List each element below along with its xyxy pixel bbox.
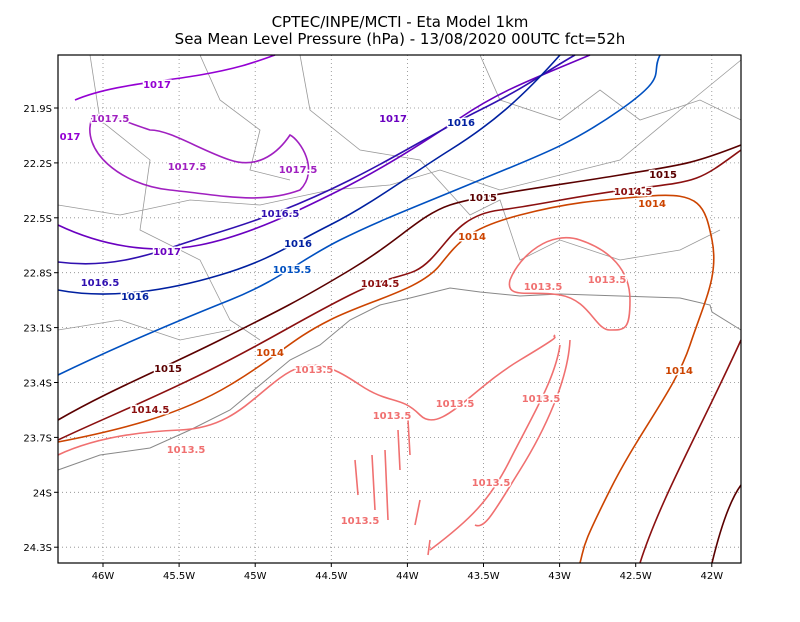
contour-label: 1016	[284, 239, 312, 250]
contour-label: 1016.5	[261, 209, 300, 220]
isobar	[711, 484, 742, 564]
lon-label: 42.5W	[620, 571, 652, 582]
lon-label: 42W	[700, 571, 723, 582]
contour-label: 1017	[143, 80, 171, 91]
state-border	[89, 54, 261, 341]
isobar	[57, 194, 715, 564]
contour-label: 1017	[153, 247, 181, 258]
isobars	[57, 54, 742, 564]
lat-label: 23.1S	[23, 324, 52, 335]
isobar	[57, 149, 742, 441]
title-line: Sea Mean Level Pressure (hPa) - 13/08/20…	[175, 30, 626, 48]
contour-label: 1015	[154, 364, 182, 375]
frame	[57, 54, 742, 564]
contour-label: 1017.5	[279, 165, 318, 176]
contour-label: 1014.5	[361, 279, 400, 290]
contour-label: 1014	[458, 232, 486, 243]
state-border	[57, 319, 231, 341]
lon-label: 44.5W	[315, 571, 347, 582]
contour-label: 1015.5	[273, 265, 312, 276]
lon-label: 46W	[92, 571, 115, 582]
title-line: CPTEC/INPE/MCTI - Eta Model 1km	[272, 13, 529, 31]
contour-label: 1014.5	[614, 187, 653, 198]
contour-label: 1014	[665, 366, 693, 377]
contour-label: 1013.5	[472, 478, 511, 489]
lon-label: 44W	[396, 571, 419, 582]
contour-label: 1016	[447, 118, 475, 129]
contour-label: 1013.5	[588, 275, 627, 286]
isobar	[57, 54, 591, 250]
lat-label: 23.4S	[23, 379, 52, 390]
contour-label: 1013.5	[524, 282, 563, 293]
graticule	[58, 55, 741, 563]
contour-label: 1014	[256, 348, 284, 359]
isobar	[639, 339, 742, 564]
lon-label: 43.5W	[467, 571, 499, 582]
isobar	[89, 114, 310, 199]
contour-label: 1013.5	[167, 445, 206, 456]
state-border	[299, 54, 721, 261]
lat-label: 22.2S	[23, 159, 52, 170]
isobar	[429, 339, 571, 551]
isobar	[57, 144, 742, 421]
lon-label: 45.5W	[163, 571, 195, 582]
isobar	[57, 334, 556, 456]
contour-label: 1014	[638, 199, 666, 210]
contour-label: 1016	[121, 292, 149, 303]
state-border	[57, 59, 742, 216]
lat-label: 22.8S	[23, 269, 52, 280]
contour-label: 1013.5	[522, 394, 561, 405]
lat-label: 24.3S	[23, 543, 52, 554]
lat-label: 22.5S	[23, 214, 52, 225]
isobar	[57, 54, 561, 295]
contour-label: 1013.5	[295, 365, 334, 376]
isobar	[57, 54, 576, 265]
contour-label: 1015	[649, 170, 677, 181]
isobar	[74, 54, 276, 101]
isobar	[354, 419, 431, 556]
contour-label: 017	[60, 132, 81, 143]
state-border	[479, 54, 742, 121]
contour-label: 1013.5	[341, 516, 380, 527]
contour-label: 1013.5	[436, 399, 475, 410]
contour-label: 1017	[379, 114, 407, 125]
lon-label: 45W	[244, 571, 267, 582]
isobar	[57, 54, 661, 376]
contour-label: 1017.5	[91, 114, 130, 125]
contour-label: 1017.5	[168, 162, 207, 173]
coastline	[57, 287, 742, 471]
lon-label: 43W	[548, 571, 571, 582]
isobar	[508, 237, 631, 331]
axis-labels: 46W 45.5W 45W 44.5W 44W 43.5W 43W 42.5W 42W 21.9S…	[23, 104, 723, 582]
contour-label: 1013.5	[373, 411, 412, 422]
lat-label: 21.9S	[23, 104, 52, 115]
state-border	[199, 54, 291, 181]
contour-label: 1016.5	[81, 278, 120, 289]
lat-label: 23.7S	[23, 433, 52, 444]
contour-label: 1015	[469, 193, 497, 204]
contour-label: 1014.5	[131, 405, 170, 416]
lat-label: 24S	[33, 488, 52, 499]
